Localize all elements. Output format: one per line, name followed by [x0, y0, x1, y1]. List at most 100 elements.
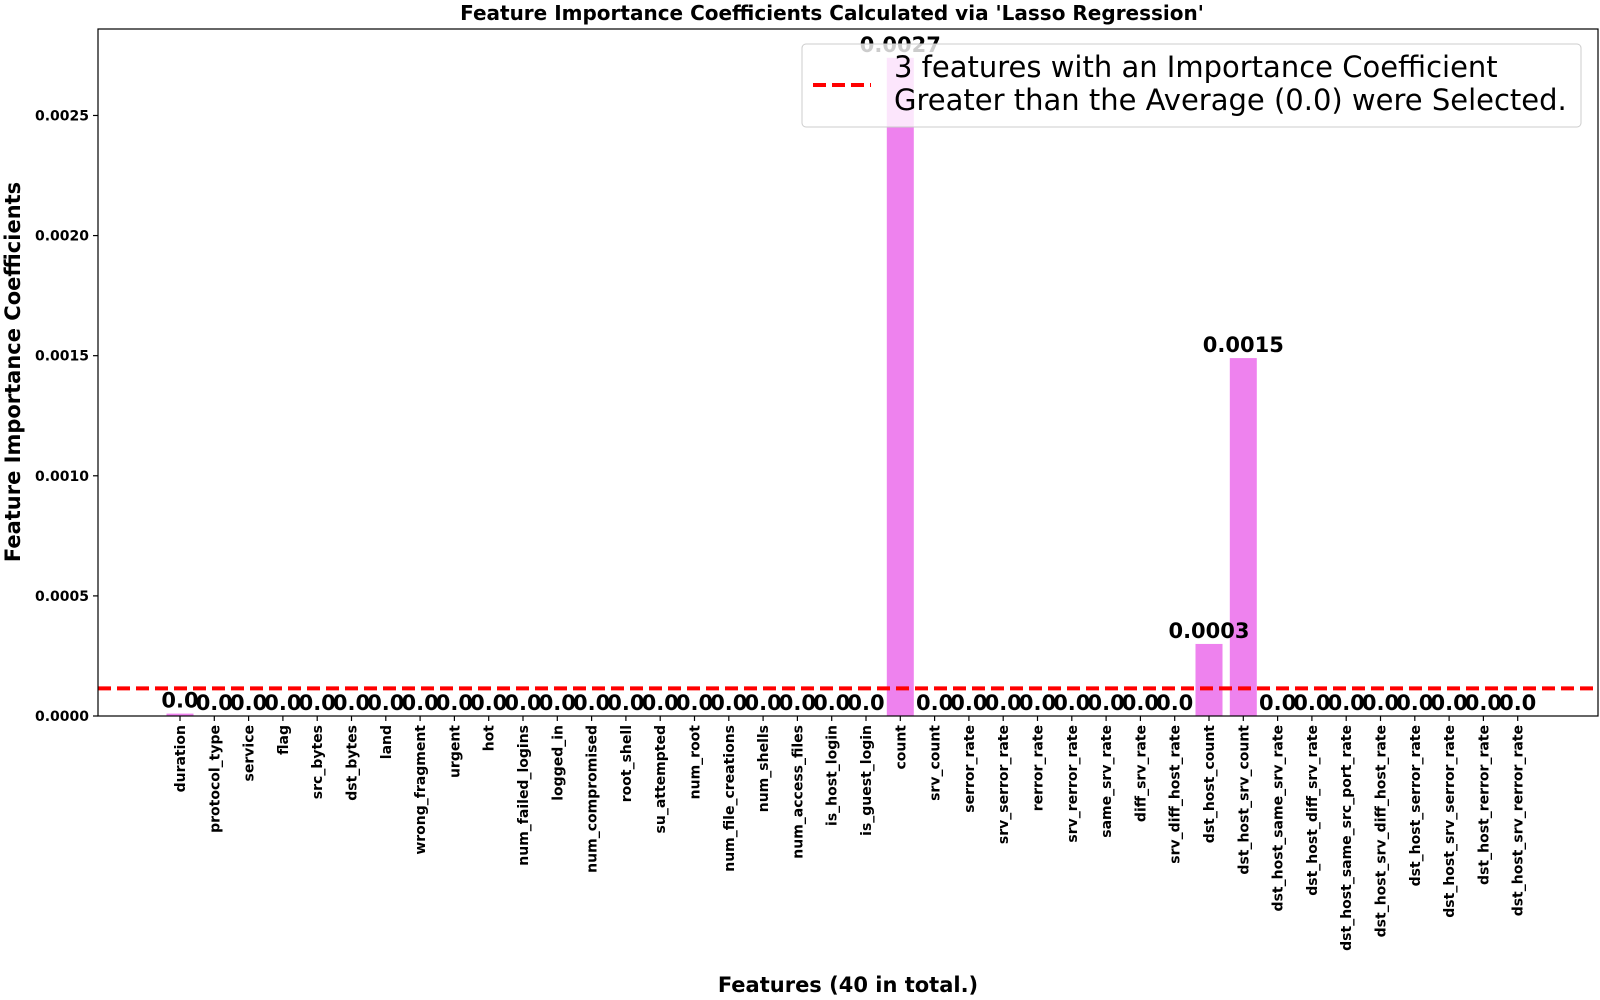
data-label: 0.0: [470, 691, 507, 715]
data-label: 0.0: [1396, 691, 1433, 715]
data-label: 0.0: [607, 691, 644, 715]
data-label: 0.0: [1430, 691, 1467, 715]
data-label: 0.0: [642, 691, 679, 715]
y-tick-label: 0.0000: [35, 709, 89, 725]
x-tick-label: srv_count: [928, 725, 944, 801]
y-tick-label: 0.0015: [35, 349, 89, 365]
bar-dst-host-count: [1195, 643, 1223, 716]
plot-frame: [97, 28, 1599, 717]
x-tick-label: dst_host_srv_count: [1236, 725, 1252, 875]
data-label: 0.0: [744, 691, 781, 715]
x-tick-label: is_host_login: [825, 725, 841, 826]
x-tick-label: urgent: [447, 725, 463, 778]
data-label: 0.0: [1122, 691, 1159, 715]
x-tick-label: dst_host_same_src_port_rate: [1339, 725, 1355, 951]
x-tick-label: dst_host_rerror_rate: [1476, 725, 1492, 885]
data-label: 0.0: [1019, 691, 1056, 715]
x-tick-label: srv_diff_host_rate: [1168, 725, 1184, 864]
x-tick-label: service: [242, 725, 258, 781]
legend: 3 features with an Importance Coefficien…: [801, 43, 1582, 128]
x-tick-label: srv_serror_rate: [996, 725, 1012, 844]
x-tick-label: dst_host_serror_rate: [1408, 725, 1424, 886]
data-label: 0.0: [916, 691, 953, 715]
bars: [166, 57, 1257, 716]
chart-title: Feature Importance Coefficients Calculat…: [460, 1, 1204, 25]
data-label: 0.0: [573, 691, 610, 715]
x-tick-label: diff_srv_rate: [1133, 725, 1149, 822]
x-tick-label: same_srv_rate: [1099, 725, 1115, 838]
x-tick-label: rerror_rate: [1031, 725, 1047, 811]
x-tick-label: wrong_fragment: [413, 725, 429, 855]
data-label: 0.0: [333, 691, 370, 715]
data-label: 0.0: [1087, 691, 1124, 715]
x-tick-label: num_failed_logins: [516, 725, 532, 866]
data-label: 0.0: [1156, 691, 1193, 715]
x-tick-label: srv_rerror_rate: [1065, 725, 1081, 843]
data-label: 0.0: [539, 691, 576, 715]
data-label: 0.0: [985, 691, 1022, 715]
data-label: 0.0: [1293, 691, 1330, 715]
data-label: 0.0: [264, 691, 301, 715]
data-label: 0.0: [161, 689, 198, 713]
x-tick-label: num_file_creations: [722, 725, 738, 872]
y-tick-label: 0.0005: [35, 589, 89, 605]
x-tick-label: hot: [482, 725, 498, 752]
x-tick-label: root_shell: [619, 725, 635, 802]
data-labels: 0.00.00.00.00.00.00.00.00.00.00.00.00.00…: [161, 33, 1536, 715]
x-tick-label: num_access_files: [790, 725, 806, 859]
x-tick-label: serror_rate: [962, 725, 978, 813]
legend-box: [801, 43, 1582, 128]
y-tick-label: 0.0025: [35, 108, 89, 124]
x-tick-label: dst_host_srv_diff_host_rate: [1374, 725, 1390, 937]
x-tick-label: dst_host_srv_serror_rate: [1442, 725, 1458, 918]
data-label: 0.0: [847, 691, 884, 715]
data-label: 0.0015: [1203, 333, 1284, 357]
data-label: 0.0: [196, 691, 233, 715]
x-axis-ticks: duration protocol_type service flag src_byte…: [173, 716, 1527, 951]
data-label: 0.0003: [1168, 619, 1249, 643]
x-tick-label: dst_host_same_srv_rate: [1271, 725, 1287, 911]
bar-duration: [166, 713, 194, 716]
data-label: 0.0: [1328, 691, 1365, 715]
data-label: 0.0: [1362, 691, 1399, 715]
x-tick-label: is_guest_login: [859, 725, 875, 836]
data-label: 0.0: [436, 691, 473, 715]
x-tick-label: num_compromised: [585, 725, 601, 873]
data-label: 0.0: [813, 691, 850, 715]
data-label: 0.0: [950, 691, 987, 715]
x-axis-label: Features (40 in total.): [718, 973, 978, 997]
x-tick-label: dst_host_diff_srv_rate: [1305, 725, 1321, 896]
x-tick-label: duration: [173, 725, 189, 792]
y-axis-ticks: 0.0000 0.0005 0.0010 0.0015 0.0020 0.0025: [35, 108, 98, 725]
legend-line-2: Greater than the Average (0.0) were Sele…: [894, 83, 1567, 117]
y-tick-label: 0.0010: [35, 469, 89, 485]
data-label: 0.0: [1259, 691, 1296, 715]
data-label: 0.0: [401, 691, 438, 715]
data-label: 0.0: [504, 691, 541, 715]
bar-dst-host-srv-count: [1229, 358, 1257, 716]
data-label: 0.0: [676, 691, 713, 715]
data-label: 0.0: [779, 691, 816, 715]
x-tick-label: num_root: [688, 725, 704, 800]
y-axis-label: Feature Importance Coefficients: [1, 182, 25, 562]
x-tick-label: num_shells: [756, 725, 772, 812]
x-tick-label: protocol_type: [207, 725, 223, 833]
x-tick-label: su_attempted: [653, 725, 669, 833]
data-label: 0.0: [1465, 691, 1502, 715]
y-tick-label: 0.0020: [35, 229, 89, 245]
x-tick-label: logged_in: [550, 725, 566, 801]
x-tick-label: flag: [276, 725, 292, 755]
x-tick-label: count: [893, 725, 909, 770]
data-label: 0.0: [1053, 691, 1090, 715]
data-label: 0.0: [367, 691, 404, 715]
x-tick-label: dst_bytes: [345, 725, 361, 801]
x-tick-label: land: [379, 725, 395, 759]
data-label: 0.0: [710, 691, 747, 715]
x-tick-label: dst_host_srv_rerror_rate: [1511, 725, 1527, 916]
data-label: 0.0: [299, 691, 336, 715]
legend-line-1: 3 features with an Importance Coefficien…: [894, 50, 1498, 84]
x-tick-label: dst_host_count: [1202, 725, 1218, 844]
data-label: 0.0: [1499, 691, 1536, 715]
data-label: 0.0: [230, 691, 267, 715]
